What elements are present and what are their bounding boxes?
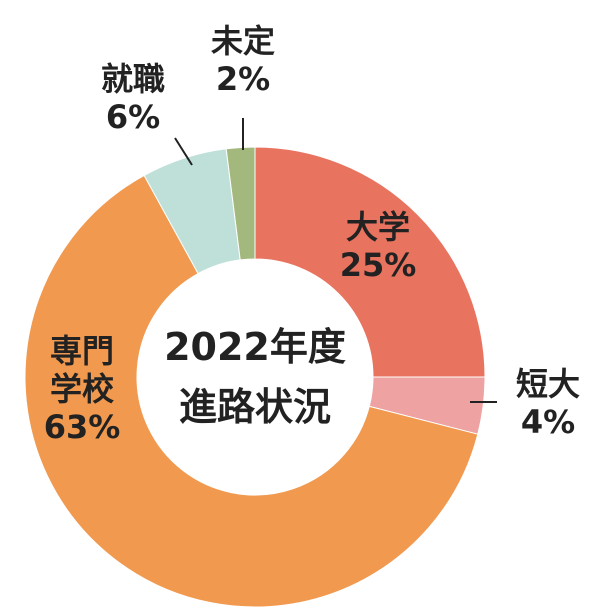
slice-name-label-2: 学校	[50, 370, 114, 408]
slice-4	[225, 146, 256, 261]
slice-name-label-3: 就職	[101, 60, 165, 98]
slice-name-label-2: 専門	[50, 332, 114, 370]
slice-name-label-1: 短大	[516, 365, 580, 403]
slice-value-label-3: 6%	[106, 98, 160, 136]
slice-2	[24, 174, 479, 608]
leader-lines	[174, 118, 497, 403]
slices	[24, 146, 486, 608]
slice-value-label-4: 2%	[216, 60, 270, 98]
chart-title-line-2: 進路状況	[179, 385, 331, 429]
leader-line-3	[174, 137, 193, 166]
slice-0	[254, 146, 486, 378]
slice-value-label-2: 63%	[44, 408, 121, 446]
slice-name-label-0: 大学	[346, 208, 410, 246]
slice-value-label-1: 4%	[521, 403, 575, 441]
slice-value-label-0: 25%	[340, 246, 417, 284]
slice-name-label-4: 未定	[211, 22, 275, 60]
chart-title-line-1: 2022年度	[164, 325, 346, 369]
